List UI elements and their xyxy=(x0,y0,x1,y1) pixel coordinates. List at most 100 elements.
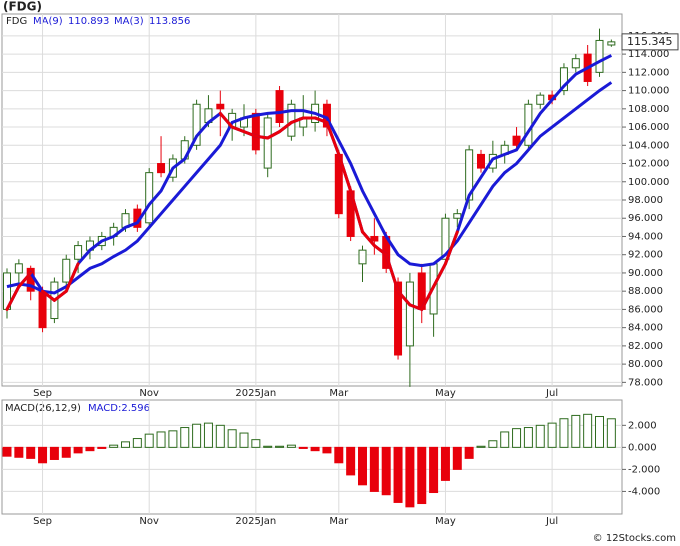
macd-bar xyxy=(239,432,249,448)
ma-line-segment xyxy=(41,289,56,302)
macd-bar xyxy=(2,446,12,457)
y-tick-label: 108.000 xyxy=(628,104,669,115)
candle-body xyxy=(38,290,47,329)
macd-bar xyxy=(334,446,344,464)
last-price-box xyxy=(621,33,679,51)
candle-body xyxy=(559,67,568,92)
macd-bar xyxy=(61,446,71,458)
y-tick-label: 84.000 xyxy=(628,323,663,334)
macd-bar xyxy=(559,418,569,448)
candle-body xyxy=(275,90,284,123)
y-tick-label: 94.000 xyxy=(628,231,663,242)
y-tick-label: -2.000 xyxy=(628,464,660,475)
macd-bar xyxy=(14,446,24,458)
macd-bar xyxy=(215,424,225,448)
x-tick-label: Sep xyxy=(33,516,52,527)
candle-body xyxy=(74,245,83,260)
macd-bar xyxy=(298,446,308,449)
y-tick-label: 96.000 xyxy=(628,213,663,224)
macd-bar xyxy=(405,446,415,508)
macd-bar xyxy=(85,446,95,452)
y-tick-label: 104.000 xyxy=(628,140,669,151)
macd-bar xyxy=(488,440,498,448)
y-tick-label: 88.000 xyxy=(628,286,663,297)
macd-bar xyxy=(571,414,581,448)
macd-bar xyxy=(464,446,474,459)
symbol: FDG xyxy=(6,16,27,27)
legend-ma3: MA(3) xyxy=(114,16,144,27)
macd-bar xyxy=(512,428,522,448)
y-tick-label: 102.000 xyxy=(628,159,669,170)
macd-bar xyxy=(606,418,616,448)
candle-body xyxy=(394,281,403,356)
chart-title: (FDG) xyxy=(3,0,42,14)
ma-line-segment xyxy=(349,189,364,234)
ma-line-segment xyxy=(325,121,341,156)
macd-bar xyxy=(227,429,237,448)
ma-line xyxy=(6,81,613,295)
candle-body xyxy=(358,249,367,265)
macd-bar xyxy=(121,441,130,448)
macd-bar xyxy=(346,446,356,476)
candle-body xyxy=(370,235,379,242)
macd-bar xyxy=(417,446,427,505)
y-tick-label: 2.000 xyxy=(628,420,657,431)
candle-body xyxy=(595,39,604,73)
ma-line-segment xyxy=(420,285,436,311)
macd-bar xyxy=(393,446,403,503)
candle-body xyxy=(536,94,545,105)
macd-bar xyxy=(440,446,450,481)
ma-line-segment xyxy=(17,271,33,289)
y-tick-label: 100.000 xyxy=(628,177,669,188)
y-tick-label: 98.000 xyxy=(628,195,663,206)
y-tick-label: 0.000 xyxy=(628,442,657,453)
ma-line-segment xyxy=(254,134,270,140)
y-tick-label: 80.000 xyxy=(628,359,663,370)
ma-line-segment xyxy=(52,289,68,302)
macd-bar xyxy=(251,439,261,448)
macd-bar xyxy=(583,413,593,448)
y-tick-label: 92.000 xyxy=(628,250,663,261)
x-tick-label: Mar xyxy=(329,516,349,527)
ma-line-segment xyxy=(361,230,376,248)
ma-line-segment xyxy=(313,116,329,124)
macd-bar xyxy=(547,422,557,448)
macd-bar xyxy=(358,446,367,486)
macd-bar xyxy=(168,430,178,448)
candle-body xyxy=(524,103,533,146)
macd-bar xyxy=(109,444,119,448)
macd-bar xyxy=(476,445,486,448)
ma-line-segment xyxy=(242,130,258,138)
ma-line-segment xyxy=(5,285,21,311)
macd-bar xyxy=(97,446,107,449)
candle-body xyxy=(251,112,260,151)
macd-bar xyxy=(203,422,213,448)
macd-bar xyxy=(523,427,533,448)
x-tick-label: Jul xyxy=(545,388,558,399)
ma-line-segment xyxy=(278,121,293,134)
macd-bar xyxy=(381,446,391,496)
x-tick-label: Nov xyxy=(139,516,159,527)
ma-line-segment xyxy=(396,289,412,307)
ma-line-segment xyxy=(64,262,80,293)
grid xyxy=(2,14,622,386)
macd-bar xyxy=(369,446,379,492)
y-tick-label: 106.000 xyxy=(628,122,669,133)
macd-bar xyxy=(322,446,332,454)
macd-bar xyxy=(286,444,296,448)
candle-body xyxy=(216,103,225,110)
macd-bar xyxy=(73,446,83,454)
legend-ma3-value: 113.856 xyxy=(149,16,190,27)
macd-value: MACD:2.596 xyxy=(88,403,150,414)
legend-ma9: MA(9) xyxy=(33,16,63,27)
ma-line-segment xyxy=(443,230,459,266)
y-tick-label: 82.000 xyxy=(628,341,663,352)
macd-bar xyxy=(38,446,48,464)
x-tick-label: Sep xyxy=(33,388,52,399)
candle-body xyxy=(62,258,71,283)
macd-bar xyxy=(26,446,36,459)
macd-bar xyxy=(310,446,320,452)
y-tick-label: 112.000 xyxy=(628,67,669,78)
y-tick-label: 78.000 xyxy=(628,377,663,388)
macd-bar xyxy=(429,446,439,494)
